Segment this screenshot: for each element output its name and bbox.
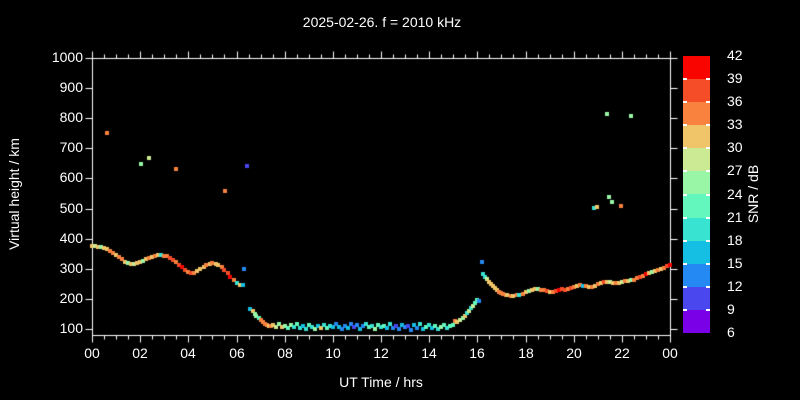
y-tick-label: 500: [59, 200, 83, 216]
colorbar-boundary-tick: [683, 286, 687, 288]
y-tick-label: 100: [59, 320, 83, 336]
colorbar-tick-label: 12: [727, 278, 743, 294]
colorbar-boundary-tick: [706, 286, 710, 288]
y-tick-label: 700: [59, 139, 83, 155]
colorbar-tick-label: 9: [727, 301, 735, 317]
colorbar-tick-label: 33: [727, 116, 743, 132]
colorbar-boundary-tick: [706, 217, 710, 219]
colorbar-boundary-tick: [706, 101, 710, 103]
x-tick-label: 04: [180, 345, 196, 361]
colorbar-tick-label: 21: [727, 209, 743, 225]
colorbar-boundary-tick: [706, 240, 710, 242]
colorbar-tick-label: 30: [727, 139, 743, 155]
colorbar-boundary-tick: [683, 309, 687, 311]
colorbar-boundary-tick: [683, 217, 687, 219]
colorbar-cell: [683, 263, 710, 287]
colorbar: [683, 56, 710, 333]
colorbar-boundary-tick: [706, 263, 710, 265]
y-tick-label: 400: [59, 230, 83, 246]
colorbar-cell: [683, 217, 710, 241]
colorbar-cell: [683, 240, 710, 264]
x-tick-label: 00: [662, 345, 678, 361]
colorbar-cell: [683, 79, 710, 103]
x-tick-label: 14: [421, 345, 437, 361]
y-tick-label: 200: [59, 290, 83, 306]
x-tick-label: 22: [614, 345, 630, 361]
x-tick-label: 20: [566, 345, 582, 361]
x-tick-label: 16: [469, 345, 485, 361]
colorbar-boundary-tick: [683, 263, 687, 265]
colorbar-boundary-tick: [683, 101, 687, 103]
x-axis-label: UT Time / hrs: [339, 374, 423, 390]
colorbar-tick-label: 36: [727, 93, 743, 109]
y-tick-label: 900: [59, 79, 83, 95]
y-tick-label: 600: [59, 169, 83, 185]
y-tick-label: 800: [59, 109, 83, 125]
colorbar-tick-label: 42: [727, 47, 743, 63]
colorbar-boundary-tick: [683, 147, 687, 149]
colorbar-boundary-tick: [683, 194, 687, 196]
colorbar-tick-label: 15: [727, 255, 743, 271]
colorbar-tick-label: 24: [727, 186, 743, 202]
colorbar-boundary-tick: [706, 170, 710, 172]
colorbar-cell: [683, 56, 710, 80]
y-tick-label: 300: [59, 260, 83, 276]
colorbar-boundary-tick: [706, 194, 710, 196]
chart-title: 2025-02-26. f = 2010 kHz: [302, 14, 462, 30]
colorbar-cell: [683, 148, 710, 172]
colorbar-tick-label: 39: [727, 70, 743, 86]
colorbar-tick-label: 18: [727, 232, 743, 248]
y-tick-label: 1000: [51, 49, 83, 65]
x-tick-label: 10: [325, 345, 341, 361]
colorbar-cell: [683, 171, 710, 195]
y-axis-label: Virtual height / km: [6, 138, 22, 250]
x-tick-label: 02: [132, 345, 148, 361]
colorbar-cell: [683, 309, 710, 333]
x-tick-label: 06: [229, 345, 245, 361]
colorbar-boundary-tick: [683, 124, 687, 126]
x-tick-label: 00: [84, 345, 100, 361]
colorbar-boundary-tick: [683, 170, 687, 172]
colorbar-tick-label: 27: [727, 162, 743, 178]
colorbar-tick-label: 6: [727, 324, 735, 340]
x-tick-label: 08: [277, 345, 293, 361]
colorbar-boundary-tick: [706, 78, 710, 80]
x-tick-label: 18: [518, 345, 534, 361]
x-tick-label: 12: [373, 345, 389, 361]
colorbar-cell: [683, 286, 710, 310]
colorbar-cell: [683, 194, 710, 218]
colorbar-boundary-tick: [683, 78, 687, 80]
colorbar-boundary-tick: [706, 147, 710, 149]
colorbar-boundary-tick: [706, 309, 710, 311]
colorbar-cell: [683, 125, 710, 149]
colorbar-boundary-tick: [706, 124, 710, 126]
colorbar-cell: [683, 102, 710, 126]
colorbar-boundary-tick: [683, 240, 687, 242]
